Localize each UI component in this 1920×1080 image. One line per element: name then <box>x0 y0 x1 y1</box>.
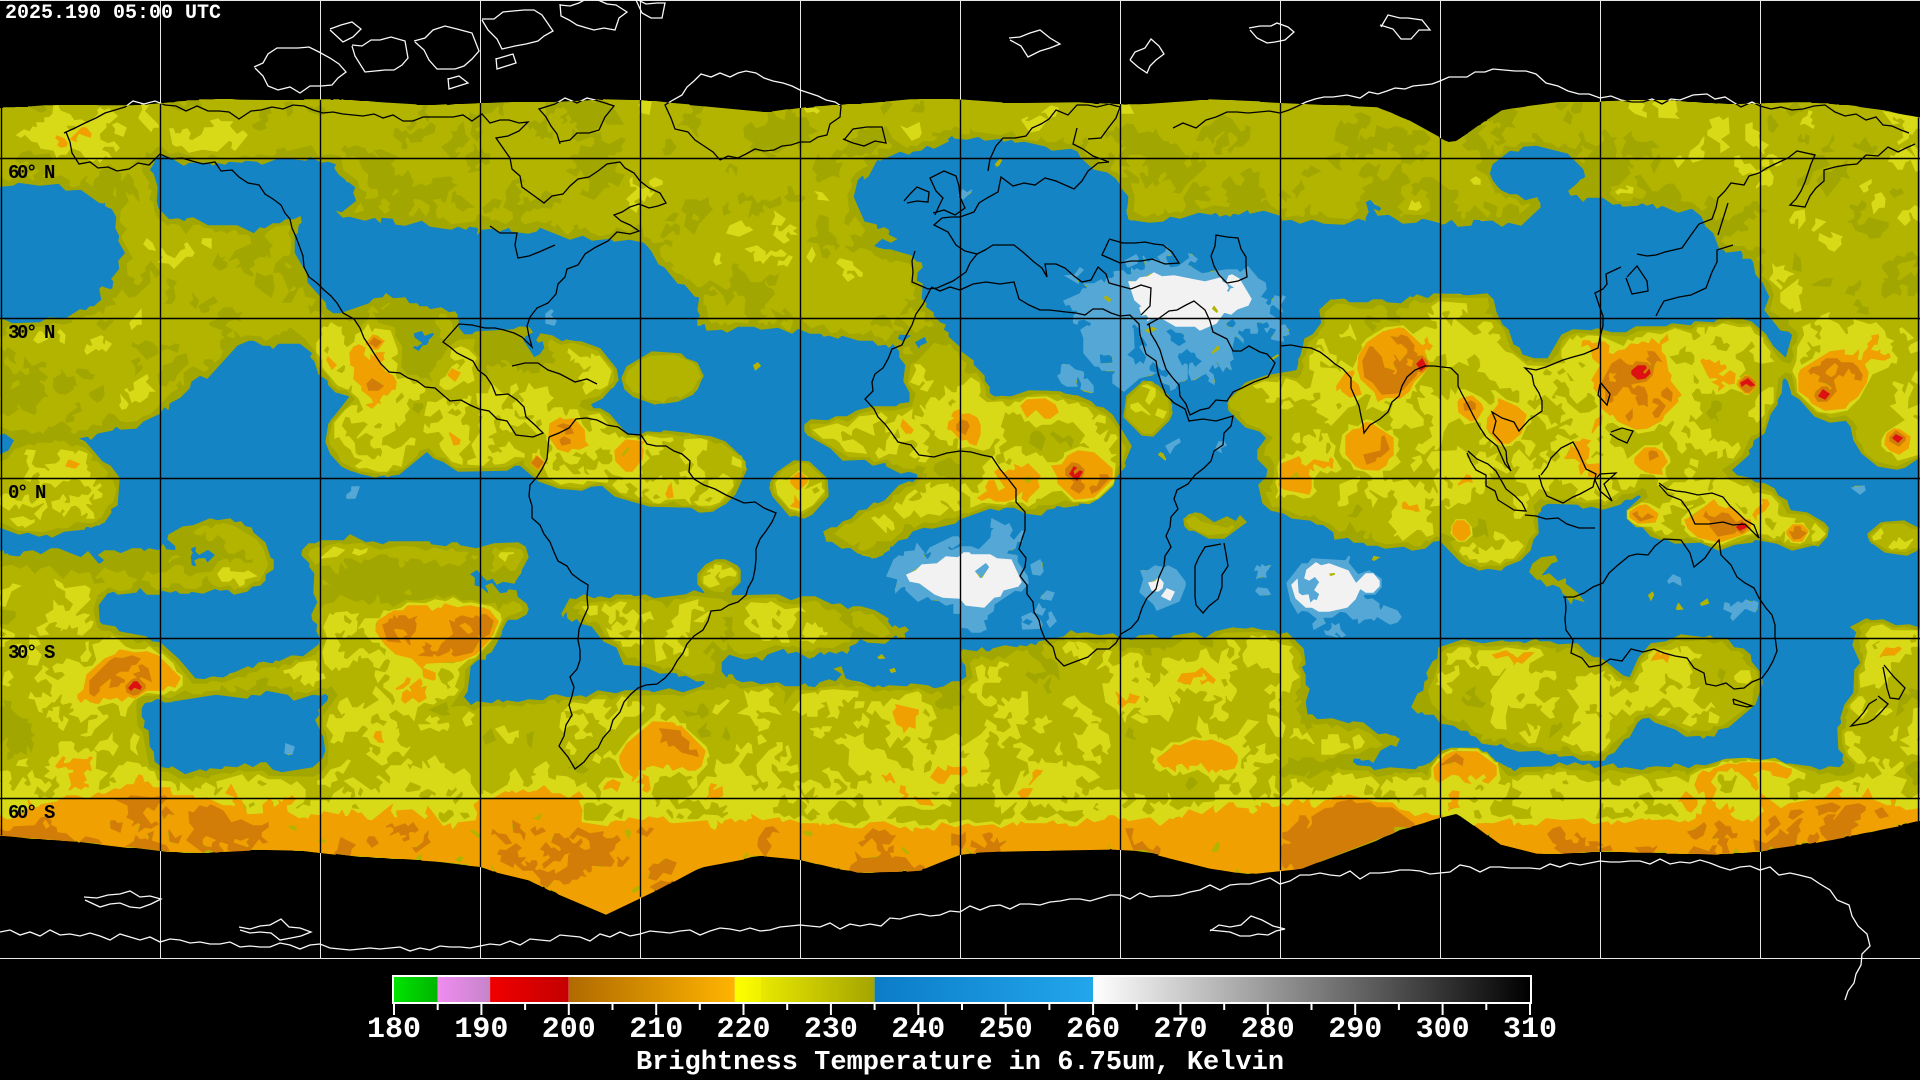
svg-text:Brightness Temperature in 6.75: Brightness Temperature in 6.75um, Kelvin <box>636 1048 1284 1078</box>
svg-text:0° N: 0° N <box>8 482 46 504</box>
svg-text:230: 230 <box>804 1013 858 1047</box>
svg-text:300: 300 <box>1416 1013 1470 1047</box>
svg-text:30° S: 30° S <box>8 642 55 664</box>
svg-text:190: 190 <box>454 1013 508 1047</box>
svg-text:200: 200 <box>542 1013 596 1047</box>
svg-text:2025.190 05:00 UTC: 2025.190 05:00 UTC <box>5 2 221 25</box>
svg-text:240: 240 <box>891 1013 945 1047</box>
svg-text:310: 310 <box>1503 1013 1557 1047</box>
svg-text:30° N: 30° N <box>8 322 55 344</box>
svg-text:260: 260 <box>1066 1013 1120 1047</box>
svg-text:290: 290 <box>1328 1013 1382 1047</box>
svg-text:180: 180 <box>367 1013 421 1047</box>
svg-text:210: 210 <box>629 1013 683 1047</box>
svg-text:220: 220 <box>716 1013 770 1047</box>
svg-text:280: 280 <box>1241 1013 1295 1047</box>
svg-text:60° N: 60° N <box>8 162 55 184</box>
svg-text:250: 250 <box>979 1013 1033 1047</box>
svg-text:60° S: 60° S <box>8 802 55 824</box>
svg-text:270: 270 <box>1153 1013 1207 1047</box>
